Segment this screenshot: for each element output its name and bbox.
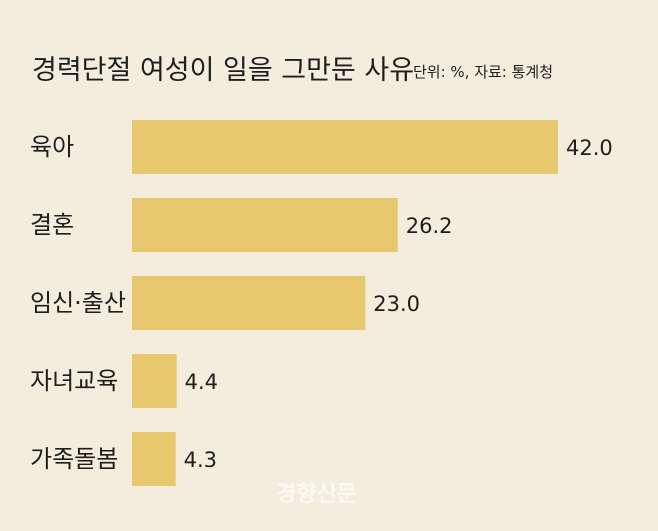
value-label: 26.2	[406, 214, 453, 238]
chart-unit-source-note: 단위: %, 자료: 통계청	[413, 63, 553, 81]
bar	[132, 276, 366, 330]
category-label: 가족돌봄	[30, 445, 118, 473]
value-label: 4.3	[184, 448, 217, 472]
value-label: 23.0	[373, 292, 420, 316]
value-label: 4.4	[185, 370, 218, 394]
bar-group: 육아 42.0 결혼 26.2 임신·출산 23.0 자녀교육 4.4 가족돌봄 4.3	[30, 120, 613, 486]
watermark-logo: 경향신문	[276, 482, 357, 507]
bar	[132, 198, 398, 252]
bar	[132, 432, 176, 486]
bar	[132, 354, 177, 408]
bar	[132, 120, 558, 174]
value-label: 42.0	[566, 136, 613, 160]
category-label: 임신·출산	[30, 289, 126, 317]
category-label: 육아	[30, 133, 74, 161]
chart-title: 경력단절 여성이 일을 그만둔 사유	[32, 55, 414, 86]
category-label: 자녀교육	[30, 367, 118, 395]
category-label: 결혼	[30, 211, 74, 239]
